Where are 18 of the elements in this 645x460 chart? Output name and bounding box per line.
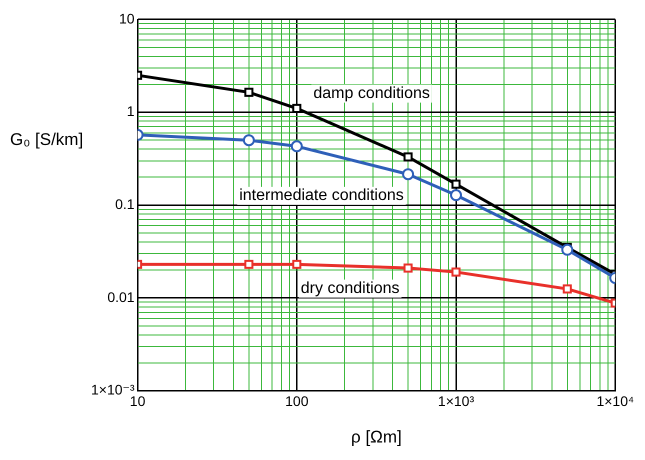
point xyxy=(450,189,462,202)
x-tick-label: 1×10³ xyxy=(438,393,474,410)
x-tick-label: 100 xyxy=(285,393,309,410)
y-tick-label: 10 xyxy=(119,10,135,26)
annotation: damp conditions xyxy=(313,85,430,102)
point xyxy=(292,260,302,269)
annotation: dry conditions xyxy=(300,280,400,298)
y-tick-label: 0.01 xyxy=(107,288,135,305)
point xyxy=(451,268,461,277)
x-tick-label: 10 xyxy=(130,393,146,410)
annotation: intermediate conditions xyxy=(239,187,404,204)
y-tick-label: 0.1 xyxy=(115,196,135,212)
point xyxy=(451,180,461,189)
point xyxy=(290,140,303,152)
x-tick-label: 1×10⁴ xyxy=(596,393,634,410)
y-tick-label: 1 xyxy=(126,103,135,120)
y-axis-title: G₀ [S/km] xyxy=(10,130,84,150)
x-axis-title: ρ [Ωm] xyxy=(351,427,402,446)
